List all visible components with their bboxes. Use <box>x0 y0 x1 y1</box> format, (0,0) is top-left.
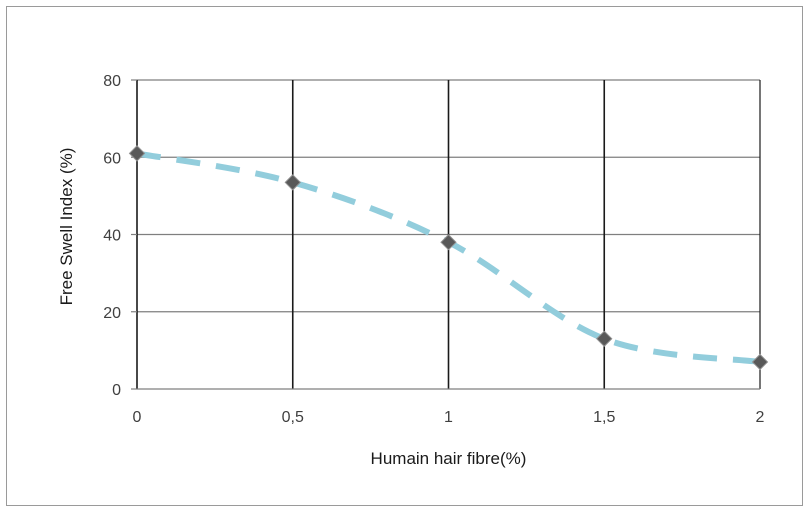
x-tick-label: 0,5 <box>282 409 304 426</box>
x-tick-label: 1 <box>444 409 453 426</box>
x-tick-label: 0 <box>133 409 142 426</box>
y-tick-label: 60 <box>103 150 121 167</box>
data-point-marker <box>751 353 769 371</box>
x-tick-label: 2 <box>756 409 765 426</box>
y-tick-label: 80 <box>103 73 121 90</box>
data-point-markers <box>128 145 769 371</box>
x-tick-label: 1,5 <box>593 409 615 426</box>
x-axis-title: Humain hair fibre(%) <box>371 449 527 468</box>
y-tick-labels: 0 20 40 60 80 <box>103 73 137 399</box>
data-point-marker <box>284 174 301 191</box>
y-axis-title: Free Swell Index (%) <box>57 148 76 306</box>
y-tick-label: 40 <box>103 228 121 245</box>
y-tick-label: 20 <box>103 305 121 322</box>
data-point-marker <box>440 234 457 251</box>
y-tick-label: 0 <box>112 382 121 399</box>
chart-frame <box>6 6 803 506</box>
x-tick-labels: 0 0,5 1 1,5 2 <box>133 409 765 426</box>
data-point-marker <box>596 330 613 347</box>
data-point-marker <box>128 145 146 162</box>
